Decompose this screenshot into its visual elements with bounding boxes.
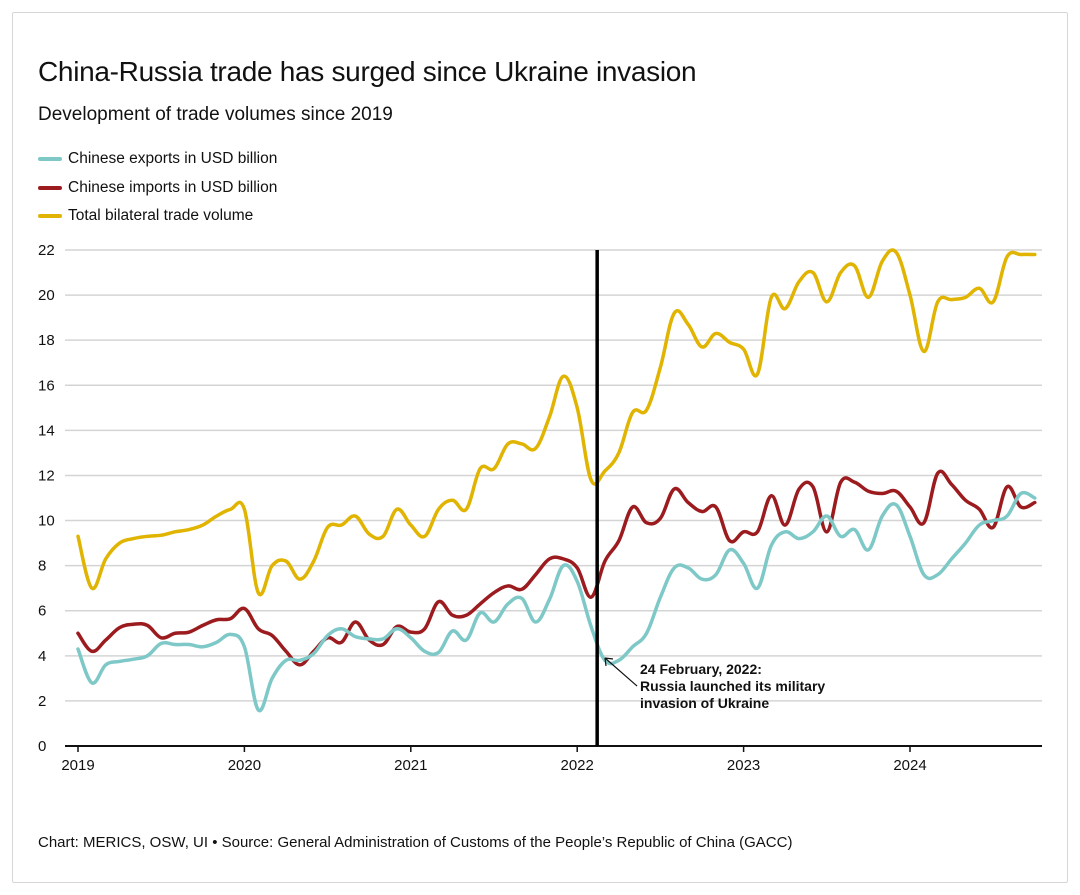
x-tick-label: 2023 bbox=[727, 757, 760, 774]
legend: Chinese exports in USD billion Chinese i… bbox=[38, 145, 277, 231]
y-tick-label: 12 bbox=[38, 467, 55, 484]
x-tick-label: 2020 bbox=[228, 757, 261, 774]
y-tick-label: 14 bbox=[38, 422, 55, 439]
annotation-arrow bbox=[604, 657, 638, 687]
legend-label: Chinese imports in USD billion bbox=[68, 178, 278, 196]
y-tick-label: 6 bbox=[38, 603, 46, 620]
annotation-text: 24 February, 2022: bbox=[640, 661, 762, 677]
y-tick-label: 22 bbox=[38, 242, 55, 259]
y-tick-label: 2 bbox=[38, 693, 46, 710]
y-tick-label: 8 bbox=[38, 558, 46, 575]
series-line-total bbox=[76, 248, 1037, 597]
series-line-exports bbox=[76, 490, 1037, 713]
y-tick-label: 0 bbox=[38, 738, 46, 755]
y-tick-label: 18 bbox=[38, 332, 55, 349]
y-tick-label: 16 bbox=[38, 377, 55, 394]
x-tick-label: 2021 bbox=[394, 757, 427, 774]
y-tick-label: 4 bbox=[38, 648, 46, 665]
annotation-text: Russia launched its military bbox=[640, 678, 825, 694]
legend-swatch bbox=[38, 157, 62, 162]
legend-item-imports: Chinese imports in USD billion bbox=[38, 174, 277, 203]
y-tick-label: 20 bbox=[38, 287, 55, 304]
source-footer: Chart: MERICS, OSW, UI • Source: General… bbox=[38, 834, 793, 851]
annotation-text: invasion of Ukraine bbox=[640, 695, 769, 711]
legend-swatch bbox=[38, 185, 62, 190]
legend-item-total: Total bilateral trade volume bbox=[38, 202, 277, 231]
chart-title: China-Russia trade has surged since Ukra… bbox=[38, 56, 697, 87]
x-tick-label: 2024 bbox=[893, 757, 926, 774]
legend-label: Chinese exports in USD billion bbox=[68, 150, 278, 168]
series-line-imports bbox=[76, 469, 1037, 667]
legend-label: Total bilateral trade volume bbox=[68, 207, 254, 225]
x-tick-label: 2022 bbox=[561, 757, 594, 774]
x-tick-label: 2019 bbox=[61, 757, 94, 774]
arrow-head-icon bbox=[604, 657, 614, 667]
chart-frame bbox=[12, 12, 1068, 883]
y-tick-label: 10 bbox=[38, 513, 55, 530]
legend-swatch bbox=[38, 214, 62, 219]
chart-subtitle: Development of trade volumes since 2019 bbox=[38, 104, 393, 125]
legend-item-exports: Chinese exports in USD billion bbox=[38, 145, 277, 174]
